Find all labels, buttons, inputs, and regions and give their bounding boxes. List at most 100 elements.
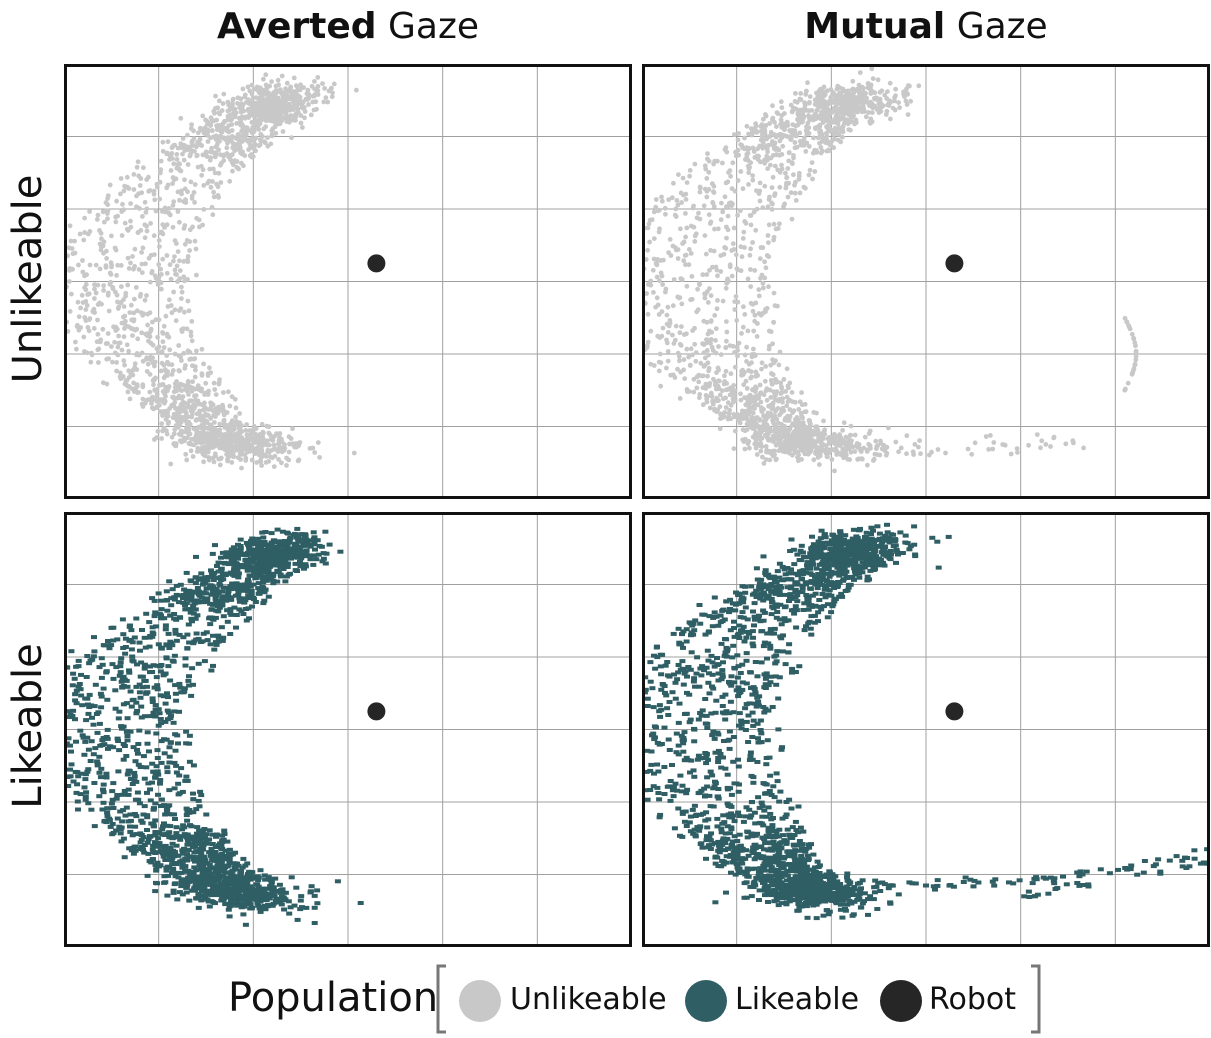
data-point-unlikeable [121, 374, 126, 379]
data-point-unlikeable [126, 390, 131, 395]
data-point-unlikeable [760, 425, 765, 430]
data-point-unlikeable [183, 242, 188, 247]
data-point-likeable [81, 753, 87, 757]
data-point-unlikeable [749, 423, 754, 428]
data-point-unlikeable [682, 332, 687, 337]
data-point-unlikeable [788, 135, 793, 140]
data-point-likeable [184, 819, 190, 823]
data-point-unlikeable [354, 88, 359, 93]
data-point-unlikeable [785, 166, 790, 171]
data-point-unlikeable [212, 420, 217, 425]
data-point-unlikeable [162, 345, 167, 350]
data-point-likeable [96, 794, 102, 798]
data-point-unlikeable [234, 419, 239, 424]
data-point-unlikeable [734, 294, 739, 299]
data-point-unlikeable [183, 452, 188, 457]
data-point-likeable [165, 664, 171, 668]
data-point-unlikeable [822, 105, 827, 110]
data-point-unlikeable [771, 116, 776, 121]
data-point-likeable [145, 742, 151, 746]
data-point-likeable [193, 607, 199, 611]
data-point-unlikeable [186, 348, 191, 353]
data-point-unlikeable [264, 87, 269, 92]
data-point-unlikeable [83, 299, 88, 304]
data-point-unlikeable [135, 308, 140, 313]
data-point-unlikeable [158, 267, 163, 272]
data-point-unlikeable [793, 91, 798, 96]
data-point-unlikeable [234, 406, 239, 411]
data-point-unlikeable [181, 351, 186, 356]
data-point-unlikeable [114, 273, 119, 278]
data-point-unlikeable [646, 312, 651, 317]
data-point-unlikeable [816, 101, 821, 106]
data-point-unlikeable [793, 140, 798, 145]
data-point-unlikeable [207, 433, 212, 438]
data-point-unlikeable [95, 347, 100, 352]
data-point-likeable [196, 799, 202, 803]
data-point-unlikeable [748, 284, 753, 289]
data-point-unlikeable [747, 446, 752, 451]
data-point-unlikeable [70, 246, 75, 251]
data-point-unlikeable [171, 368, 176, 373]
data-point-likeable [120, 793, 126, 797]
data-point-unlikeable [703, 167, 708, 172]
data-point-unlikeable [803, 149, 808, 154]
data-point-unlikeable [271, 438, 276, 443]
data-point-unlikeable [87, 209, 92, 214]
data-point-unlikeable [177, 308, 182, 313]
data-point-unlikeable [115, 327, 120, 332]
data-point-unlikeable [247, 101, 252, 106]
data-point-unlikeable [743, 353, 748, 358]
data-point-unlikeable [828, 95, 833, 100]
data-point-likeable [208, 669, 214, 673]
data-point-unlikeable [200, 114, 205, 119]
data-point-unlikeable [719, 352, 724, 357]
data-point-unlikeable [155, 335, 160, 340]
data-point-unlikeable [207, 167, 212, 172]
data-point-likeable [173, 699, 179, 703]
data-point-unlikeable [759, 124, 764, 129]
data-point-unlikeable [294, 83, 299, 88]
data-point-unlikeable [759, 138, 764, 143]
data-point-unlikeable [885, 445, 890, 450]
data-point-unlikeable [123, 291, 128, 296]
data-point-unlikeable [112, 340, 117, 345]
data-point-unlikeable [300, 125, 305, 130]
data-point-unlikeable [739, 268, 744, 273]
data-point-unlikeable [696, 211, 701, 216]
data-point-likeable [205, 638, 211, 642]
data-point-unlikeable [312, 108, 317, 113]
data-point-unlikeable [210, 128, 215, 133]
column-title-rest: Gaze [957, 6, 1048, 47]
data-point-unlikeable [160, 330, 165, 335]
data-point-likeable [97, 744, 103, 748]
data-point-unlikeable [143, 200, 148, 205]
data-point-likeable [190, 792, 196, 796]
data-point-unlikeable [236, 455, 241, 460]
data-point-unlikeable [848, 108, 853, 113]
data-point-unlikeable [855, 457, 860, 462]
data-point-unlikeable [724, 319, 729, 324]
data-point-likeable [170, 659, 176, 663]
data-point-unlikeable [298, 82, 303, 87]
data-point-unlikeable [865, 449, 870, 454]
data-point-likeable [109, 802, 115, 806]
data-point-unlikeable [167, 297, 172, 302]
data-point-unlikeable [110, 360, 115, 365]
data-point-unlikeable [228, 424, 233, 429]
data-point-unlikeable [176, 425, 181, 430]
data-point-unlikeable [241, 438, 246, 443]
data-point-unlikeable [240, 139, 245, 144]
data-point-unlikeable [208, 370, 213, 375]
data-point-unlikeable [875, 107, 880, 112]
data-point-unlikeable [130, 333, 135, 338]
data-point-unlikeable [741, 236, 746, 241]
data-point-unlikeable [207, 426, 212, 431]
data-point-likeable [215, 609, 221, 613]
data-point-unlikeable [778, 170, 783, 175]
data-point-unlikeable [658, 384, 663, 389]
data-point-unlikeable [120, 202, 125, 207]
data-point-unlikeable [785, 120, 790, 125]
data-point-unlikeable [749, 375, 754, 380]
data-point-unlikeable [208, 400, 213, 405]
